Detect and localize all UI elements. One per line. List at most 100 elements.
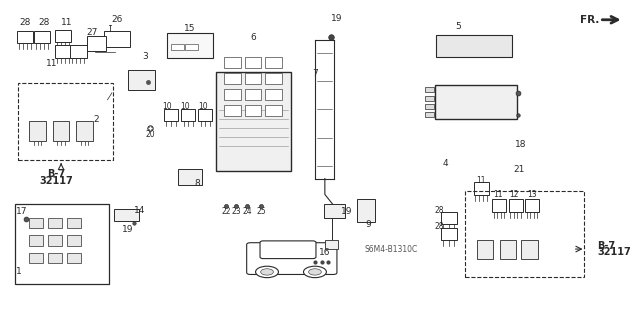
Text: 28: 28 — [435, 222, 444, 231]
Text: 23: 23 — [231, 207, 241, 216]
Text: 19: 19 — [330, 14, 342, 23]
Text: 1: 1 — [15, 267, 21, 276]
Bar — [509, 199, 522, 212]
Bar — [425, 96, 433, 101]
Text: 4: 4 — [443, 159, 449, 168]
Bar — [48, 235, 61, 246]
Bar — [17, 31, 33, 43]
Bar — [29, 121, 46, 141]
Bar — [48, 218, 61, 228]
Text: B-7: B-7 — [597, 241, 615, 251]
Bar — [55, 30, 71, 42]
Bar — [492, 199, 506, 212]
Bar — [29, 218, 43, 228]
Bar — [465, 191, 584, 277]
Bar — [225, 73, 241, 84]
Text: 8: 8 — [195, 180, 200, 189]
Circle shape — [303, 266, 326, 278]
Text: B-7: B-7 — [47, 169, 66, 179]
Text: 21: 21 — [513, 165, 524, 174]
Bar — [477, 240, 493, 259]
Bar — [34, 31, 51, 43]
Bar — [164, 109, 178, 121]
Text: 5: 5 — [456, 22, 461, 31]
Bar — [436, 35, 513, 56]
Bar — [265, 57, 282, 68]
Bar — [19, 83, 113, 160]
Bar — [225, 105, 241, 116]
Text: 32117: 32117 — [597, 247, 630, 257]
Bar — [440, 212, 457, 224]
Bar — [53, 121, 69, 141]
Bar — [244, 73, 261, 84]
Text: 2: 2 — [93, 115, 99, 124]
Text: 32117: 32117 — [40, 176, 74, 186]
Text: 11: 11 — [493, 190, 502, 199]
Bar — [67, 235, 81, 246]
Bar — [55, 46, 71, 57]
Bar — [474, 182, 489, 195]
Text: 11: 11 — [476, 176, 486, 185]
Text: 22: 22 — [221, 207, 231, 216]
Bar — [67, 218, 81, 228]
Bar — [185, 44, 198, 50]
Text: 26: 26 — [111, 15, 123, 24]
Text: 3: 3 — [143, 52, 148, 61]
Text: 14: 14 — [134, 206, 145, 215]
Bar — [324, 204, 345, 218]
FancyBboxPatch shape — [260, 241, 316, 259]
Text: 20: 20 — [145, 130, 155, 138]
Text: 6: 6 — [251, 33, 257, 42]
Bar — [70, 46, 86, 57]
Bar — [171, 44, 184, 50]
Text: 16: 16 — [319, 248, 331, 257]
Text: 28: 28 — [435, 206, 444, 215]
Bar — [225, 57, 241, 68]
Bar — [48, 253, 61, 263]
Text: 24: 24 — [243, 207, 252, 216]
Text: 25: 25 — [257, 207, 266, 216]
Text: 10: 10 — [163, 102, 172, 111]
Bar — [425, 112, 433, 117]
Text: 19: 19 — [340, 207, 352, 216]
Bar — [357, 199, 375, 222]
Text: 11: 11 — [61, 19, 72, 27]
Bar — [216, 72, 291, 171]
Bar — [326, 240, 338, 249]
Circle shape — [260, 269, 273, 275]
Bar — [244, 57, 261, 68]
Bar — [440, 228, 457, 240]
Text: 27: 27 — [86, 28, 97, 37]
Text: 17: 17 — [16, 207, 28, 216]
Bar — [435, 85, 517, 120]
Bar — [167, 33, 213, 57]
Circle shape — [255, 266, 278, 278]
Text: 7: 7 — [312, 69, 318, 78]
Text: 10: 10 — [180, 102, 190, 111]
Bar — [198, 109, 212, 121]
Text: FR.: FR. — [580, 15, 600, 25]
Bar — [104, 31, 131, 47]
Circle shape — [308, 269, 321, 275]
Bar — [29, 253, 43, 263]
Text: 28: 28 — [19, 19, 31, 27]
Bar — [425, 104, 433, 109]
Bar — [15, 204, 109, 284]
FancyBboxPatch shape — [246, 243, 337, 274]
Text: 9: 9 — [365, 220, 371, 229]
Text: 28: 28 — [38, 19, 50, 27]
Bar — [29, 235, 43, 246]
Text: S6M4-B1310C: S6M4-B1310C — [365, 245, 418, 254]
Bar — [178, 169, 202, 185]
Text: 10: 10 — [198, 102, 207, 111]
Bar — [181, 109, 195, 121]
Bar — [114, 209, 140, 221]
Bar — [76, 121, 93, 141]
Bar — [500, 240, 516, 259]
Bar — [86, 36, 106, 51]
Text: 18: 18 — [515, 140, 526, 149]
Text: 13: 13 — [527, 190, 537, 199]
Bar — [244, 89, 261, 100]
Bar — [265, 89, 282, 100]
Text: 15: 15 — [184, 24, 196, 33]
